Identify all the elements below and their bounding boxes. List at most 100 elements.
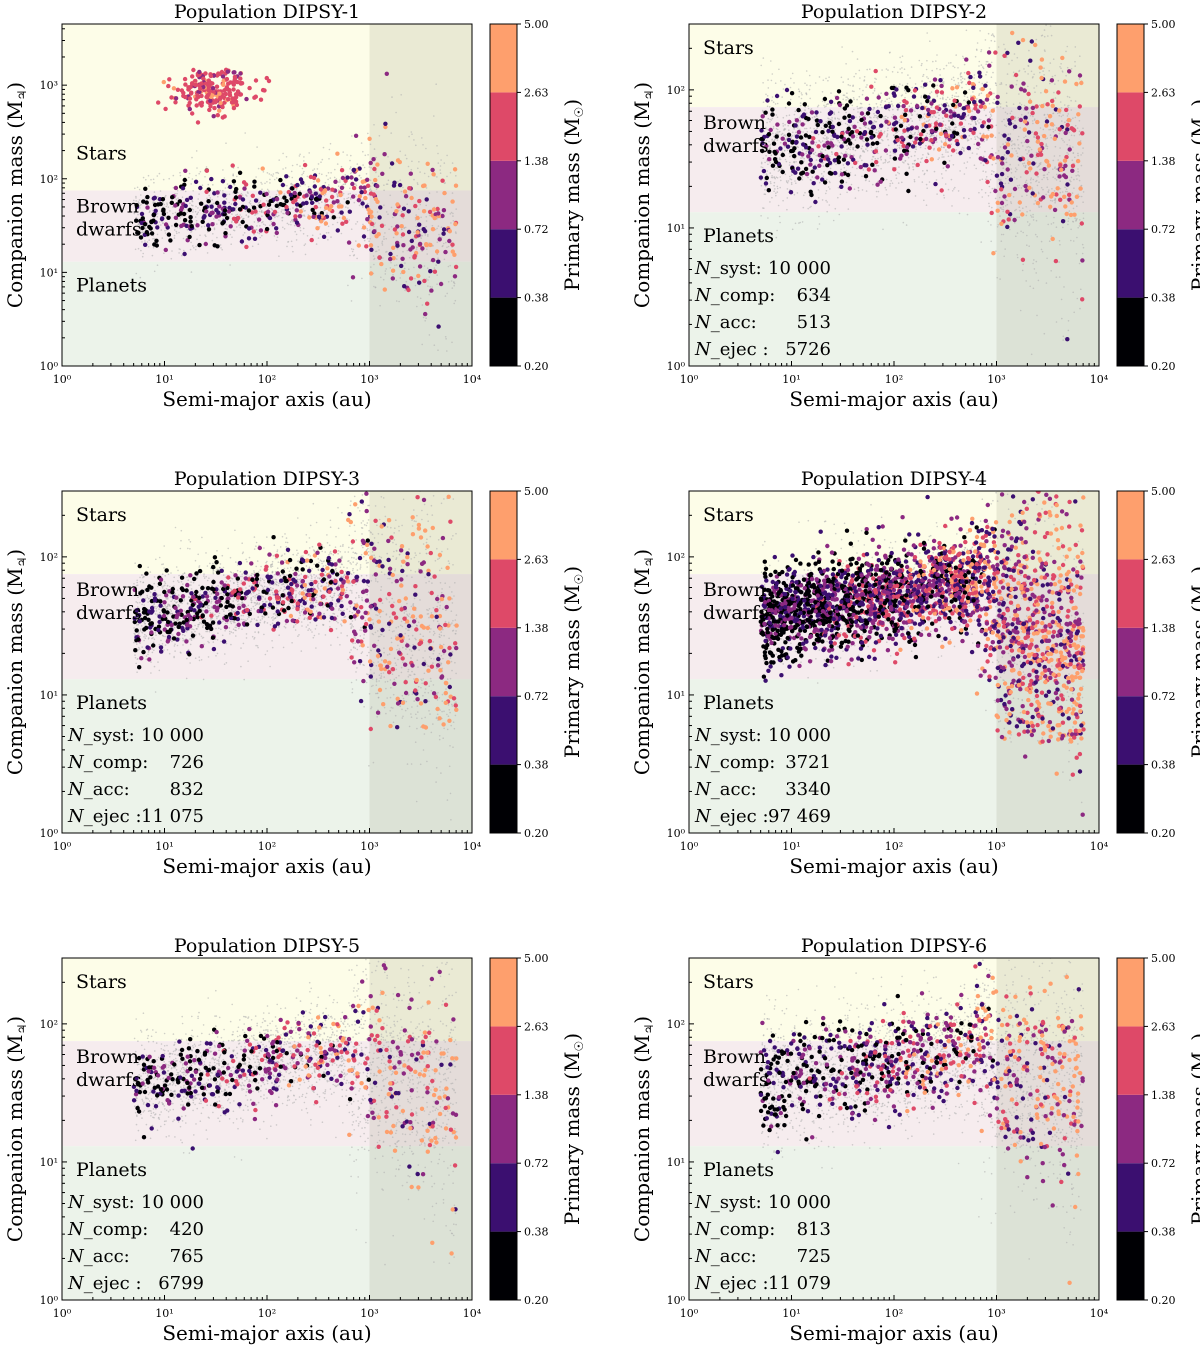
grey-point <box>947 155 950 157</box>
companion-point <box>253 94 258 99</box>
grey-point <box>838 141 841 144</box>
companion-point <box>774 134 779 139</box>
grey-point <box>1040 205 1043 208</box>
grey-point <box>438 235 441 238</box>
grey-point <box>358 174 361 177</box>
companion-point <box>832 158 837 163</box>
grey-point <box>175 230 178 233</box>
grey-point <box>899 83 901 85</box>
grey-point <box>833 111 835 113</box>
grey-point <box>857 160 859 163</box>
grey-point <box>837 186 840 189</box>
grey-point <box>299 226 302 229</box>
grey-point <box>145 178 147 181</box>
grey-point <box>259 225 261 227</box>
grey-point <box>386 183 389 185</box>
companion-point <box>382 152 387 157</box>
companion-point <box>946 144 952 149</box>
companion-point <box>159 216 165 222</box>
grey-point <box>436 283 438 286</box>
grey-point <box>413 178 415 181</box>
companion-point <box>1065 182 1070 187</box>
grey-point <box>895 177 898 180</box>
companion-point <box>1050 191 1056 197</box>
grey-point <box>1032 178 1035 181</box>
grey-point <box>148 239 150 241</box>
grey-point <box>362 206 364 208</box>
grey-point <box>406 203 409 205</box>
companion-point <box>1013 72 1019 78</box>
grey-point <box>771 196 773 199</box>
companion-point <box>179 223 184 229</box>
grey-point <box>1074 116 1077 119</box>
grey-point <box>909 77 911 79</box>
grey-point <box>937 117 940 120</box>
grey-point <box>903 68 906 70</box>
grey-point <box>257 243 260 245</box>
companion-point <box>1070 168 1075 173</box>
companion-point <box>902 118 908 123</box>
grey-point <box>797 127 799 129</box>
grey-point <box>1005 104 1008 107</box>
grey-point <box>1012 122 1015 125</box>
companion-point <box>1039 57 1045 62</box>
grey-point <box>328 198 331 201</box>
grey-point <box>419 203 422 206</box>
grey-point <box>1024 70 1026 73</box>
companion-point <box>400 232 406 237</box>
grey-point <box>901 84 904 87</box>
grey-point <box>313 189 316 192</box>
grey-point <box>383 238 385 240</box>
grey-point <box>173 229 176 231</box>
grey-point <box>317 212 320 215</box>
grey-point <box>847 147 850 149</box>
grey-point <box>858 116 861 118</box>
grey-point <box>1049 134 1052 136</box>
grey-point <box>990 34 993 37</box>
colorbar-segment <box>490 297 517 366</box>
grey-point <box>179 174 182 177</box>
grey-point <box>439 165 442 167</box>
grey-point <box>927 140 930 142</box>
grey-point <box>218 219 220 221</box>
colorbar-segment <box>490 24 517 93</box>
grey-point <box>374 250 377 253</box>
grey-point <box>224 227 227 230</box>
grey-point <box>884 100 886 103</box>
panel-title: Population DIPSY-1 <box>174 1 360 23</box>
grey-point <box>383 204 385 206</box>
companion-point <box>811 136 816 141</box>
grey-point <box>1005 161 1008 164</box>
companion-point <box>1078 186 1083 191</box>
companion-point <box>1023 183 1028 189</box>
grey-point <box>931 69 933 72</box>
grey-point <box>958 85 961 87</box>
grey-point <box>987 32 990 35</box>
grey-point <box>1060 115 1063 118</box>
grey-point <box>782 199 784 202</box>
grey-point <box>296 163 298 166</box>
grey-point <box>1074 60 1076 63</box>
grey-point <box>853 108 855 111</box>
grey-point <box>355 240 357 242</box>
companion-point <box>369 221 375 227</box>
companion-point <box>1034 171 1039 176</box>
grey-point <box>784 173 787 176</box>
companion-point <box>808 162 813 167</box>
grey-point <box>1002 107 1005 110</box>
grey-point <box>977 136 979 139</box>
grey-point <box>793 113 796 116</box>
companion-point <box>188 215 193 220</box>
grey-point <box>767 87 770 89</box>
grey-point <box>921 62 923 65</box>
companion-point <box>333 179 338 184</box>
companion-point <box>1054 192 1059 197</box>
grey-point <box>257 202 260 204</box>
grey-point <box>852 147 854 149</box>
grey-point <box>1076 297 1079 300</box>
grey-point <box>372 225 375 228</box>
grey-point <box>1032 122 1034 125</box>
grey-point <box>989 191 992 194</box>
grey-point <box>805 112 808 114</box>
companion-point <box>204 168 210 173</box>
